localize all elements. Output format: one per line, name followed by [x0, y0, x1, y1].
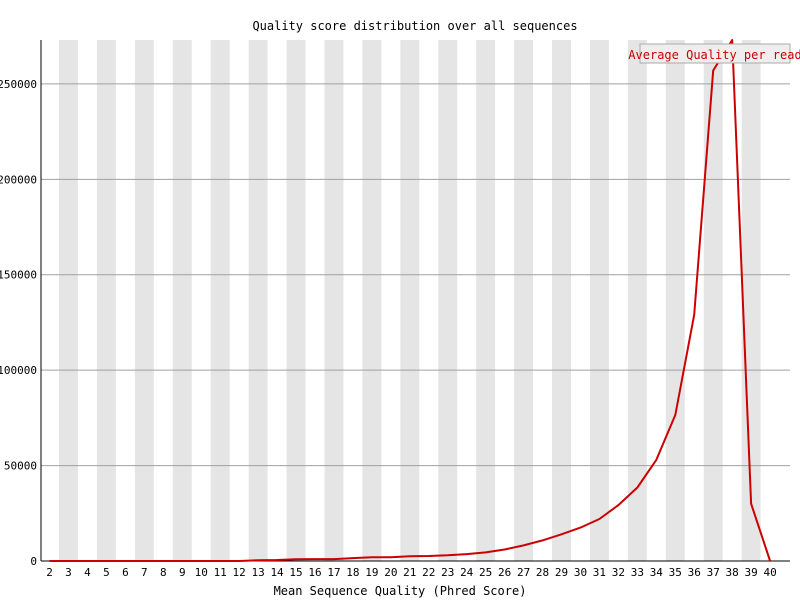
column-stripes: [59, 40, 761, 561]
x-tick-labels: 2 3 4 5 6 7 8 9 10 11 12 13 14 15 16 17 18 19 20 21 22 23 24 25…: [46, 566, 776, 579]
column-stripe: [438, 40, 458, 561]
column-stripe: [134, 40, 154, 561]
x-tick-label: 28: [536, 566, 549, 579]
series-line: [49, 39, 772, 562]
x-tick-label: 2: [46, 566, 53, 579]
x-tick-label: 40: [763, 566, 776, 579]
legend-entry: Average Quality per read: [628, 48, 800, 62]
legend: Average Quality per read: [628, 43, 800, 64]
x-tick-label: 26: [498, 566, 511, 579]
x-tick-label: 32: [612, 566, 625, 579]
y-tick-label: 200000: [0, 173, 37, 186]
x-tick-label: 36: [688, 566, 701, 579]
y-tick-label: 0: [30, 555, 37, 568]
column-stripe: [741, 40, 761, 561]
y-tick-labels: 0 50000 100000 150000 200000 250000: [0, 78, 37, 568]
x-tick-label: 25: [479, 566, 492, 579]
x-tick-label: 31: [593, 566, 606, 579]
column-stripe: [96, 40, 116, 561]
column-stripe: [172, 40, 192, 561]
x-tick-label: 29: [555, 566, 568, 579]
x-tick-label: 35: [669, 566, 682, 579]
column-stripe: [59, 40, 78, 561]
column-stripe: [362, 40, 382, 561]
y-tick-label: 100000: [0, 364, 37, 377]
y-tick-label: 150000: [0, 269, 37, 282]
x-tick-label: 12: [233, 566, 246, 579]
column-stripe: [286, 40, 306, 561]
column-stripe: [552, 40, 571, 561]
x-tick-label: 19: [365, 566, 378, 579]
y-tick-label: 250000: [0, 78, 37, 91]
x-axis-label: Mean Sequence Quality (Phred Score): [274, 584, 527, 598]
x-tick-label: 15: [289, 566, 302, 579]
x-tick-label: 37: [707, 566, 720, 579]
x-tick-label: 10: [195, 566, 208, 579]
x-tick-label: 18: [346, 566, 359, 579]
x-tick-label: 22: [422, 566, 435, 579]
series-lines: [49, 39, 772, 562]
x-tick-label: 16: [308, 566, 321, 579]
column-stripe: [248, 40, 268, 561]
chart-title: Quality score distribution over all sequ…: [252, 19, 577, 33]
x-tick-label: 23: [441, 566, 454, 579]
x-tick-label: 3: [65, 566, 72, 579]
column-stripe: [627, 40, 647, 561]
legend-box: [639, 43, 791, 64]
x-tick-label: 21: [403, 566, 416, 579]
column-stripe: [703, 40, 723, 561]
x-tick-label: 20: [384, 566, 397, 579]
column-stripe: [324, 40, 344, 561]
x-tick-label: 13: [251, 566, 264, 579]
x-tick-label: 6: [122, 566, 129, 579]
x-tick-label: 39: [745, 566, 758, 579]
column-stripe: [589, 40, 609, 561]
x-tick-label: 38: [726, 566, 739, 579]
x-tick-label: 33: [631, 566, 644, 579]
x-tick-label: 7: [141, 566, 148, 579]
x-tick-label: 17: [327, 566, 340, 579]
y-tick-label: 50000: [4, 460, 37, 473]
x-tick-label: 5: [103, 566, 110, 579]
column-stripe: [210, 40, 230, 561]
x-tick-label: 24: [460, 566, 474, 579]
x-tick-label: 11: [214, 566, 227, 579]
x-tick-label: 27: [517, 566, 530, 579]
column-stripe: [665, 40, 685, 561]
x-tick-label: 9: [179, 566, 186, 579]
x-tick-label: 8: [160, 566, 167, 579]
x-tick-label: 4: [84, 566, 91, 579]
grid-lines: [41, 83, 790, 467]
x-tick-label: 30: [574, 566, 587, 579]
x-tick-label: 34: [650, 566, 664, 579]
x-tick-label: 14: [270, 566, 284, 579]
column-stripe: [400, 40, 420, 561]
column-stripe: [476, 40, 496, 561]
column-stripe: [514, 40, 534, 561]
